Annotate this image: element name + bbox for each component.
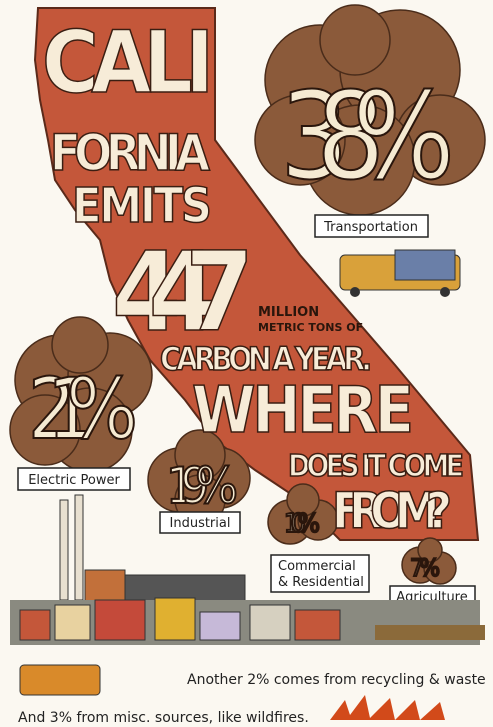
percent: 19%: [166, 457, 238, 515]
headline-line: WHERE: [192, 374, 414, 448]
headline-line: DOES IT COME: [288, 449, 464, 484]
garbage-truck: [20, 665, 100, 695]
percent: 7%: [410, 554, 440, 582]
source-label: & Residential: [278, 575, 364, 590]
headline-unit: METRIC TONS OF: [258, 321, 363, 334]
footer-note: Another 2% comes from recycling & waste: [187, 672, 486, 688]
source-label: Transportation: [323, 220, 418, 235]
headline-unit: MILLION: [258, 305, 319, 320]
percent: 10%: [284, 509, 320, 539]
source-label: Commercial: [278, 559, 356, 574]
source-label: Industrial: [170, 516, 231, 531]
headline-line: CALI: [42, 13, 214, 113]
headline-line: FROM?: [332, 482, 452, 540]
headline-line: FORNIA: [50, 124, 210, 182]
infographic: CALI FORNIA EMITS 447 MILLION METRIC TON…: [0, 0, 493, 727]
headline-line: CARBON A YEAR.: [160, 340, 372, 378]
vehicles-illustration: [340, 250, 460, 297]
percent: 21%: [28, 360, 138, 458]
source-label: Electric Power: [28, 473, 120, 488]
headline-line: EMITS: [72, 178, 212, 234]
headline-number: 447: [112, 228, 254, 356]
footer-note: And 3% from misc. sources, like wildfire…: [18, 710, 309, 726]
percent: 38%: [280, 68, 455, 207]
